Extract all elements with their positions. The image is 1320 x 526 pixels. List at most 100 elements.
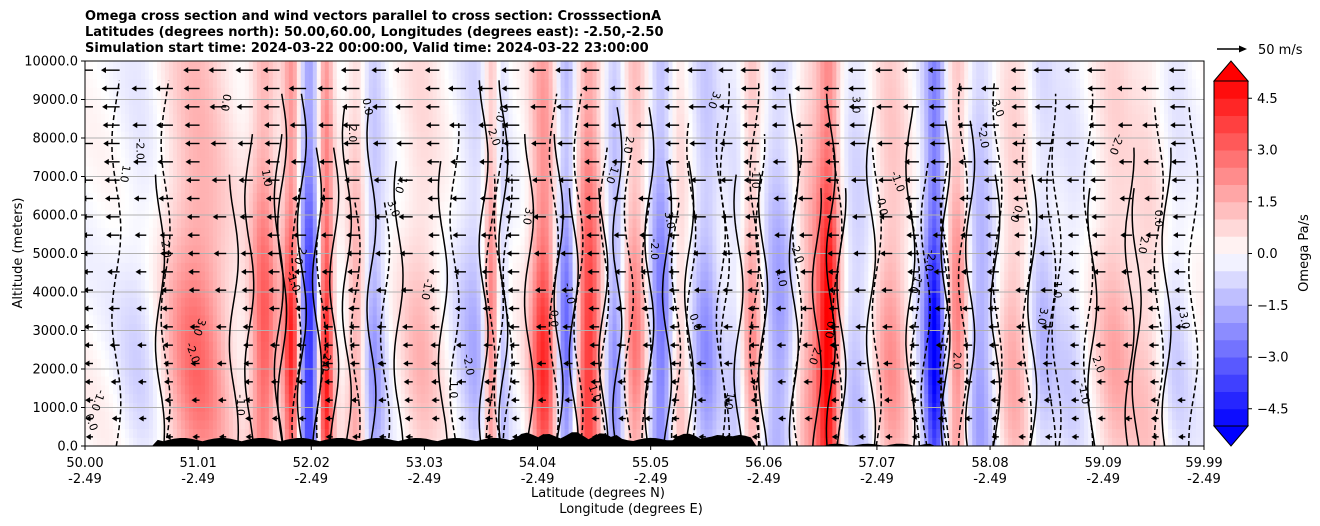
omega-cell (952, 411, 957, 421)
omega-cell (216, 419, 222, 430)
omega-cell (932, 306, 937, 316)
omega-cell (204, 297, 210, 307)
omega-cell (1120, 358, 1125, 368)
omega-cell (1064, 376, 1069, 386)
omega-cell (1004, 437, 1009, 446)
omega-cell (144, 323, 150, 333)
omega-cell (516, 428, 522, 438)
omega-cell (212, 376, 218, 386)
omega-cell (748, 402, 754, 412)
omega-cell (848, 358, 853, 368)
omega-cell (628, 428, 634, 438)
omega-cell (708, 384, 714, 395)
omega-cell (656, 419, 662, 430)
omega-cell (876, 323, 881, 333)
omega-cell (1156, 419, 1161, 430)
omega-cell (208, 428, 214, 438)
omega-cell (1152, 419, 1157, 430)
omega-cell (1040, 297, 1045, 307)
omega-cell (516, 393, 522, 403)
omega-cell (1136, 297, 1141, 307)
omega-cell (264, 428, 270, 438)
omega-cell (612, 349, 618, 360)
omega-cell (880, 349, 885, 360)
omega-cell (760, 384, 765, 395)
omega-cell (368, 428, 374, 438)
omega-cell (1116, 306, 1121, 316)
omega-cell (516, 376, 522, 386)
omega-cell (736, 349, 742, 360)
omega-cell (468, 428, 474, 438)
omega-cell (168, 332, 174, 342)
omega-cell (320, 384, 326, 395)
omega-cell (368, 323, 374, 333)
omega-cell (864, 393, 869, 403)
omega-cell (1072, 349, 1077, 360)
omega-cell (920, 306, 925, 316)
omega-cell (92, 437, 98, 446)
omega-cell (236, 428, 242, 438)
omega-cell (544, 419, 550, 430)
omega-cell (364, 393, 370, 403)
omega-cell (480, 314, 486, 325)
omega-cell (520, 428, 526, 438)
omega-cell (984, 332, 989, 342)
omega-cell (272, 314, 278, 325)
omega-cell (408, 376, 414, 386)
omega-cell (1108, 306, 1113, 316)
omega-cell (356, 323, 362, 333)
omega-cell (512, 349, 518, 360)
omega-cell (284, 411, 290, 421)
omega-cell (532, 332, 538, 342)
omega-cell (1036, 323, 1041, 333)
omega-cell (260, 411, 266, 421)
omega-cell (260, 384, 266, 395)
omega-cell (880, 323, 885, 333)
omega-cell (1108, 376, 1113, 386)
omega-cell (1060, 384, 1065, 395)
omega-cell (156, 341, 162, 351)
omega-cell (252, 384, 258, 395)
omega-cell (1012, 393, 1017, 403)
omega-cell (580, 297, 586, 307)
omega-cell (852, 297, 857, 307)
omega-cell (196, 384, 202, 395)
omega-cell (824, 376, 829, 386)
omega-cell (1164, 402, 1169, 412)
omega-cell (740, 384, 746, 395)
omega-cell (308, 349, 314, 360)
omega-cell (1000, 402, 1005, 412)
omega-cell (284, 384, 290, 395)
omega-cell (192, 402, 198, 412)
omega-cell (472, 402, 478, 412)
omega-cell (688, 297, 694, 307)
omega-cell (768, 428, 773, 438)
omega-cell (256, 393, 262, 403)
omega-cell (212, 402, 218, 412)
omega-cell (352, 402, 358, 412)
omega-cell (640, 349, 646, 360)
omega-cell (592, 428, 598, 438)
omega-cell (1064, 297, 1069, 307)
omega-cell (1136, 428, 1141, 438)
omega-cell (956, 376, 961, 386)
omega-cell (776, 384, 781, 395)
omega-cell (1144, 306, 1149, 316)
omega-cell (252, 402, 258, 412)
omega-cell (780, 402, 785, 412)
omega-cell (888, 332, 893, 342)
omega-cell (596, 314, 602, 325)
omega-cell (328, 419, 334, 430)
omega-cell (492, 419, 498, 430)
omega-cell (824, 306, 829, 316)
omega-cell (172, 358, 178, 368)
omega-cell (1008, 332, 1013, 342)
omega-cell (652, 393, 658, 403)
omega-cell (1124, 297, 1129, 307)
omega-cell (412, 332, 418, 342)
omega-cell (564, 341, 570, 351)
omega-cell (1104, 314, 1109, 325)
omega-cell (748, 428, 754, 438)
omega-cell (1128, 402, 1133, 412)
omega-cell (896, 376, 901, 386)
